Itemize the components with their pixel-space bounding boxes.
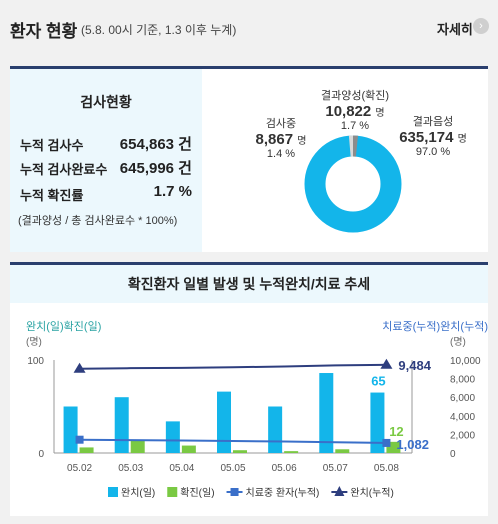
bar-confirmed-daily (130, 440, 145, 453)
legend-marker (334, 486, 345, 496)
label-testing-pct: 1.4 % (266, 148, 296, 160)
label-negative-unit: 명 (457, 134, 467, 145)
donut-slice-testing (348, 135, 353, 157)
label-positive-count: 10,822 (325, 103, 372, 120)
label-positive-name: 결과양성(확진) (320, 90, 390, 102)
line-recovered-cumulative (79, 363, 387, 370)
test-status-title: 검사현황 (80, 94, 132, 110)
x-tick-label: 05.08 (374, 463, 399, 474)
legend-marker (230, 488, 239, 496)
page-title: 환자 현황 (10, 22, 78, 41)
bar-confirmed-daily (181, 445, 196, 453)
point-in-treatment (75, 435, 84, 444)
bar-recovered-daily (114, 397, 129, 453)
bar-recovered-daily (268, 406, 283, 453)
trend-chart-panel: 확진환자 일별 발생 및 누적완치/치료 추세 완치(일)확진(일) (명) 치료중… (10, 262, 488, 516)
legend-label: 완치(일) (121, 487, 155, 499)
test-status-box: 검사현황 누적 검사수 654,863 건 누적 검사완료수 645,996 건… (10, 69, 202, 252)
x-tick-label: 05.07 (323, 463, 348, 474)
label-positive-pct: 1.7 % (340, 120, 370, 132)
bar-recovered-daily (319, 373, 334, 453)
left-tick-label: 100 (27, 356, 44, 367)
right-tick-label: 2,000 (450, 430, 475, 441)
left-axis-unit: (명) (26, 336, 42, 348)
legend-label: 치료중 환자(누적) (246, 487, 320, 499)
donut-slice-negative (304, 135, 402, 233)
label-negative: 결과음성 635,174 명 97.0 % (388, 113, 478, 158)
label-testing-unit: 명 (297, 136, 307, 147)
line-in-treatment (79, 438, 387, 444)
bar-recovered-daily (165, 421, 180, 453)
rate-note: (결과양성 / 총 검사완료수 * 100%) (18, 215, 178, 227)
donut-chart (304, 135, 402, 233)
header: 환자 현황 (5.8. 00시 기준, 1.3 이후 누계) 자세히 › (0, 0, 498, 58)
chevron-right-icon[interactable]: › (473, 18, 489, 34)
legend-label: 확진(일) (180, 487, 214, 499)
more-link[interactable]: 자세히 (437, 22, 473, 37)
right-tick-label: 0 (450, 449, 456, 460)
label-negative-count: 635,174 (399, 129, 454, 146)
left-axis-label: 완치(일)확진(일) (26, 319, 101, 333)
data-label-in-treatment: 1,082 (396, 437, 429, 452)
right-tick-label: 8,000 (450, 375, 475, 386)
label-negative-name: 결과음성 (412, 116, 454, 128)
point-in-treatment (382, 438, 391, 447)
data-label-confirmed: 12 (389, 424, 403, 439)
label-negative-pct: 97.0 % (415, 146, 451, 158)
chart-title: 확진환자 일별 발생 및 누적완치/치료 추세 (10, 265, 488, 303)
bar-recovered-daily (63, 406, 78, 453)
point-recovered-cumulative (380, 358, 393, 369)
right-axis-label: 치료중(누적)완치(누적) (382, 320, 488, 333)
right-axis-unit: (명) (450, 336, 466, 348)
stat-value: 654,863 건 (119, 136, 192, 153)
legend-swatch (167, 487, 178, 497)
bar-recovered-daily (217, 391, 231, 453)
label-testing-name: 검사중 (265, 118, 297, 130)
x-tick-label: 05.03 (118, 463, 143, 474)
legend-label: 완치(누적) (350, 487, 393, 499)
right-tick-label: 4,000 (450, 412, 475, 423)
bar-confirmed-daily (79, 447, 94, 453)
donut-slice-positive (353, 135, 359, 157)
data-label-recovered-cumulative: 9,484 (398, 358, 431, 373)
stat-label: 누적 확진률 (20, 188, 84, 203)
bar-confirmed-daily (284, 451, 299, 453)
stat-value: 645,996 건 (119, 160, 192, 177)
page-subtitle: (5.8. 00시 기준, 1.3 이후 누계) (81, 23, 237, 37)
label-positive: 결과양성(확진) 10,822 명 1.7 % (310, 87, 400, 132)
stat-value: 1.7 % (153, 183, 192, 200)
x-tick-label: 05.04 (169, 463, 194, 474)
bar-confirmed-daily (233, 450, 247, 453)
x-tick-label: 05.05 (220, 463, 245, 474)
bar-confirmed-daily (386, 441, 401, 453)
stat-label: 누적 검사수 (20, 138, 84, 153)
donut-area: 결과양성(확진) 10,822 명 1.7 % 검사중 8,867 명 1.4 … (202, 69, 488, 252)
trend-chart: 완치(일)확진(일)(명)치료중(누적)완치(누적)(명)010002,0004… (26, 319, 488, 499)
x-tick-label: 05.06 (272, 463, 297, 474)
stat-label: 누적 검사완료수 (20, 162, 108, 177)
label-testing-count: 8,867 (255, 131, 294, 148)
right-tick-label: 10,000 (450, 356, 481, 367)
legend-swatch (108, 487, 118, 497)
point-recovered-cumulative (73, 362, 86, 373)
data-label-recovered: 65 (371, 374, 385, 389)
label-testing: 검사중 8,867 명 1.4 % (246, 115, 316, 160)
bar-confirmed-daily (335, 449, 350, 453)
right-tick-label: 6,000 (450, 393, 475, 404)
x-tick-label: 05.02 (67, 463, 92, 474)
left-tick-label: 0 (38, 449, 44, 460)
label-positive-unit: 명 (375, 108, 385, 119)
bar-recovered-daily (370, 392, 385, 453)
test-status-panel: 검사현황 누적 검사수 654,863 건 누적 검사완료수 645,996 건… (10, 66, 488, 252)
